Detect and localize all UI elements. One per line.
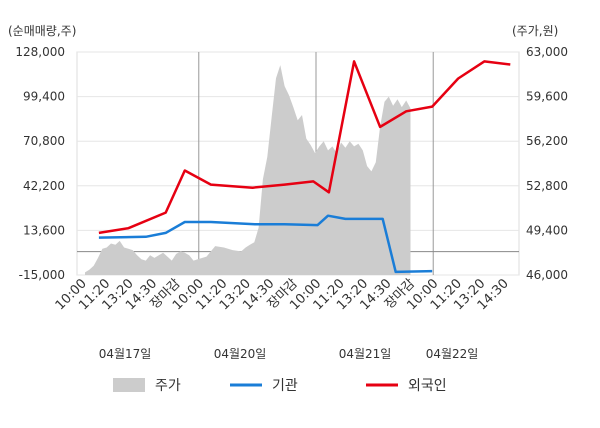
right-tick-label: 63,000 [526,45,568,59]
right-axis-ticks: 63,000 59,600 56,200 52,800 49,400 46,000 [526,45,568,282]
right-tick-label: 59,600 [526,90,568,104]
left-tick-label: 99,400 [23,90,65,104]
series-line-institution [98,214,433,274]
legend-label: 기관 [272,378,298,394]
right-tick-label: 52,800 [526,179,568,193]
date-label: 04월22일 [426,347,479,361]
left-tick-label: 128,000 [15,45,65,59]
legend-label: 주가 [155,378,181,394]
series-line-foreign [98,60,511,235]
date-label: 04월21일 [339,347,392,361]
series-lines-layer [98,60,511,274]
legend-label: 외국인 [408,378,447,394]
date-label: 04월20일 [214,347,267,361]
legend: 주가 기관 외국인 [113,378,447,394]
right-tick-label: 49,400 [526,223,568,237]
right-axis-unit: (주가,원) [512,24,558,38]
left-tick-label: 13,600 [23,223,65,237]
right-tick-label: 56,200 [526,134,568,148]
left-tick-label: -15,000 [19,268,65,282]
right-tick-label: 46,000 [526,268,568,282]
left-axis-unit: (순매매량,주) [8,24,76,38]
date-labels: 04월17일 04월20일 04월21일 04월22일 [99,347,479,361]
legend-swatch-price [113,378,145,392]
left-axis-ticks: 128,000 99,400 70,800 42,200 13,600 -15,000 [15,45,65,282]
date-label: 04월17일 [99,347,152,361]
price-area-layer [85,65,411,275]
left-tick-label: 42,200 [23,179,65,193]
price-area-series [85,65,411,275]
left-tick-label: 70,800 [23,134,65,148]
x-axis-ticks: 10:0011:2013:2014:30장마감10:0011:2013:2014… [53,276,512,313]
